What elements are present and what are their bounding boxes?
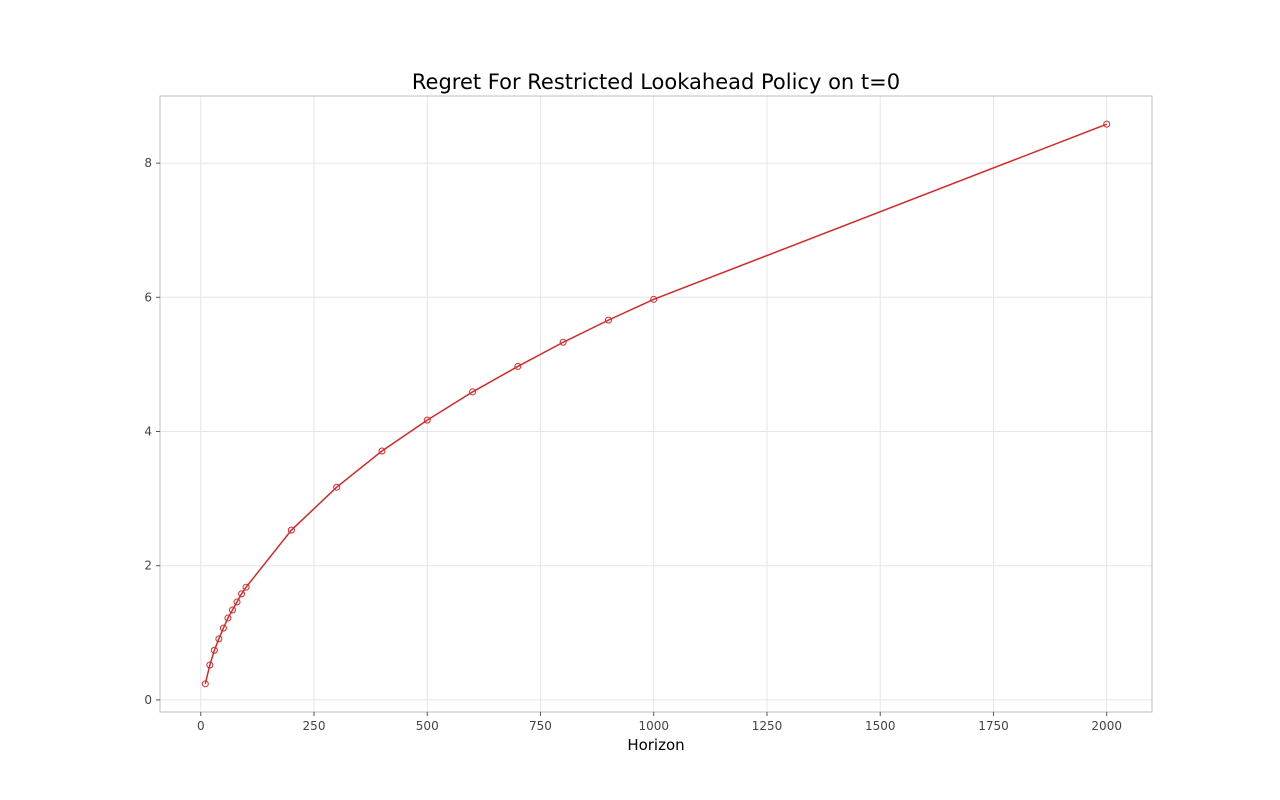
x-tick-label: 1250 — [752, 719, 783, 733]
x-tick-label: 250 — [303, 719, 326, 733]
data-point — [224, 614, 232, 622]
x-tick-label: 500 — [416, 719, 439, 733]
data-point — [469, 388, 477, 396]
x-axis: 0 250 500 750 1000 1250 1500 1750 2000 — [197, 712, 1122, 733]
series-line — [204, 123, 1107, 684]
data-point — [378, 447, 386, 455]
data-point — [514, 362, 522, 370]
y-axis: 0 2 4 6 8 — [144, 156, 160, 707]
chart-title: Regret For Restricted Lookahead Policy o… — [412, 70, 900, 94]
data-point — [333, 483, 341, 491]
data-point — [228, 606, 236, 614]
y-tick-label: 8 — [144, 156, 152, 170]
y-tick-label: 6 — [144, 290, 152, 304]
x-tick-label: 2000 — [1091, 719, 1122, 733]
data-point — [1103, 120, 1111, 128]
series-layer — [201, 120, 1111, 688]
x-tick-label: 1750 — [978, 719, 1009, 733]
grid — [160, 96, 1152, 712]
plot-frame — [159, 95, 1153, 713]
x-tick-label: 1500 — [865, 719, 896, 733]
data-point — [604, 316, 612, 324]
data-point — [287, 526, 295, 534]
data-point — [215, 635, 223, 643]
y-tick-label: 2 — [144, 559, 152, 573]
y-tick-label: 4 — [144, 425, 152, 439]
data-point — [238, 590, 246, 598]
x-tick-label: 1000 — [638, 719, 669, 733]
data-point — [233, 598, 241, 606]
x-tick-label: 0 — [197, 719, 205, 733]
data-point — [206, 661, 214, 669]
data-point — [210, 646, 218, 654]
data-point — [201, 680, 209, 688]
data-point — [242, 583, 250, 591]
data-point — [219, 624, 227, 632]
x-tick-label: 750 — [529, 719, 552, 733]
data-point — [423, 416, 431, 424]
data-point — [559, 338, 567, 346]
data-point — [650, 295, 658, 303]
y-tick-label: 0 — [144, 693, 152, 707]
x-axis-label: Horizon — [627, 736, 684, 754]
